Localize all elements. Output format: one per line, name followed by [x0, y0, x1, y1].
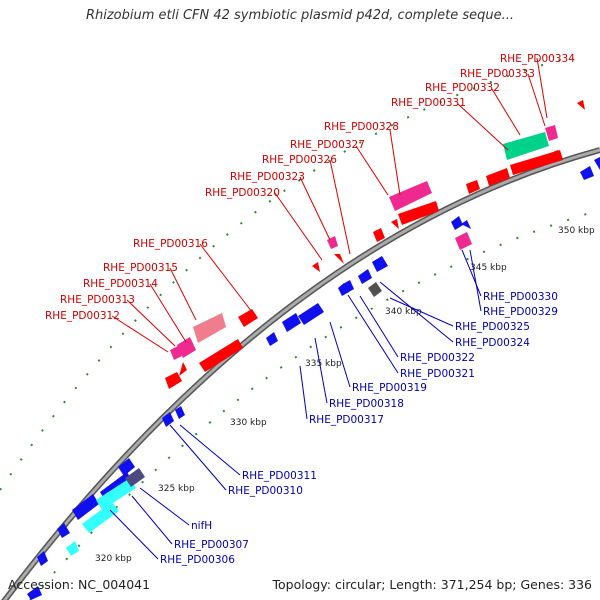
- gene-label: RHE_PD00334: [500, 53, 575, 65]
- gene-label: RHE_PD00310: [228, 485, 303, 497]
- gene-arrow: [503, 132, 549, 160]
- gene-arrow: [486, 168, 510, 186]
- gene-arrow: [577, 100, 585, 110]
- leader-lines: [109, 57, 548, 560]
- gene-label: RHE_PD00329: [483, 306, 558, 318]
- gene-arrow: [37, 551, 48, 566]
- scale-label: 350 kbp: [558, 226, 595, 236]
- gene-label: RHE_PD00327: [290, 139, 365, 151]
- gene-arrow: [312, 262, 320, 272]
- gene-arrow: [580, 166, 594, 180]
- gene-arrow: [368, 282, 382, 297]
- gene-label: RHE_PD00307: [174, 539, 249, 551]
- forward-genes: [165, 100, 585, 389]
- tick-tracks: [0, 59, 600, 600]
- gene-arrow: [175, 406, 185, 419]
- gene-arrow: [548, 150, 560, 160]
- scale-label: 345 kbp: [470, 263, 507, 273]
- gene-label: RHE_PD00325: [455, 321, 530, 333]
- gene-arrow: [125, 468, 145, 487]
- gene-arrow: [266, 332, 278, 346]
- gene-arrow: [334, 254, 344, 264]
- outer-gene-labels: RHE_PD00312 RHE_PD00313 RHE_PD00314 RHE_…: [45, 53, 575, 322]
- gene-label: RHE_PD00319: [352, 382, 427, 394]
- gene-arrow: [27, 586, 42, 600]
- gene-label: RHE_PD00331: [391, 97, 466, 109]
- gene-label: RHE_PD00311: [242, 470, 317, 482]
- gene-arrow: [389, 181, 432, 211]
- gene-arrow: [391, 219, 399, 229]
- gene-arrow: [96, 478, 136, 510]
- gene-arrow: [343, 280, 354, 293]
- gene-arrow: [193, 313, 226, 343]
- gene-arrow: [398, 201, 439, 225]
- gene-arrow: [57, 523, 70, 538]
- scale-label: 325 kbp: [158, 484, 195, 494]
- gene-label: RHE_PD00324: [455, 337, 530, 349]
- gene-arrow: [338, 283, 349, 296]
- gene-arrow: [118, 458, 135, 476]
- scale-label: 320 kbp: [95, 554, 132, 564]
- gene-arrow: [461, 220, 471, 229]
- gene-arrow: [162, 412, 174, 427]
- gene-label: nifH: [191, 520, 212, 532]
- gene-arrow: [510, 150, 563, 175]
- gene-label: RHE_PD00320: [205, 187, 280, 199]
- gene-arrow: [298, 303, 324, 325]
- gene-label: RHE_PD00317: [309, 414, 384, 426]
- gene-arrow: [72, 494, 99, 520]
- gene-arrow: [358, 269, 372, 284]
- map-title: Rhizobium etli CFN 42 symbiotic plasmid …: [85, 8, 515, 23]
- accession-text: Accession: NC_004041: [8, 577, 151, 592]
- scale-label: 340 kbp: [385, 307, 422, 317]
- gene-label: RHE_PD00321: [400, 368, 475, 380]
- gene-label: RHE_PD00322: [400, 352, 475, 364]
- gene-label: RHE_PD00315: [103, 262, 178, 274]
- gene-arrow: [82, 502, 119, 533]
- gene-arrow: [373, 228, 385, 242]
- gene-arrow: [66, 541, 79, 556]
- gene-label: RHE_PD00323: [230, 171, 305, 183]
- gene-arrow: [372, 256, 388, 272]
- gene-label: RHE_PD00326: [262, 154, 337, 166]
- gene-arrow: [451, 216, 463, 230]
- summary-text: Topology: circular; Length: 371,254 bp; …: [272, 577, 593, 592]
- scale-label: 330 kbp: [230, 418, 267, 428]
- gene-arrow: [238, 309, 258, 327]
- gene-label: RHE_PD00313: [60, 294, 135, 306]
- gene-arrow: [170, 346, 182, 360]
- gene-arrow: [179, 362, 187, 376]
- gene-label: RHE_PD00332: [425, 82, 500, 94]
- gene-arrow: [545, 125, 558, 141]
- gene-label: RHE_PD00312: [45, 310, 120, 322]
- gene-arrow: [177, 337, 196, 358]
- gene-arrow: [165, 372, 182, 389]
- gene-label: RHE_PD00333: [460, 68, 535, 80]
- scale-label: 335 kbp: [305, 359, 342, 369]
- backbone: [1, 147, 600, 600]
- gene-label: RHE_PD00314: [83, 278, 158, 290]
- scale-labels: 320 kbp 325 kbp 330 kbp 335 kbp 340 kbp …: [95, 226, 595, 564]
- gene-label: RHE_PD00306: [160, 554, 235, 566]
- gene-label: RHE_PD00318: [329, 398, 404, 410]
- reverse-genes: [27, 157, 600, 600]
- gene-arrow: [282, 313, 301, 332]
- gene-arrow: [466, 180, 480, 194]
- gene-label: RHE_PD00328: [324, 121, 399, 133]
- inner-gene-labels: RHE_PD00330 RHE_PD00329 RHE_PD00325 RHE_…: [160, 291, 558, 566]
- gene-arrow: [199, 339, 243, 372]
- gene-arrow: [455, 232, 472, 250]
- gene-arrow: [594, 157, 600, 170]
- gene-label: RHE_PD00330: [483, 291, 558, 303]
- gene-label: RHE_PD00316: [133, 238, 208, 250]
